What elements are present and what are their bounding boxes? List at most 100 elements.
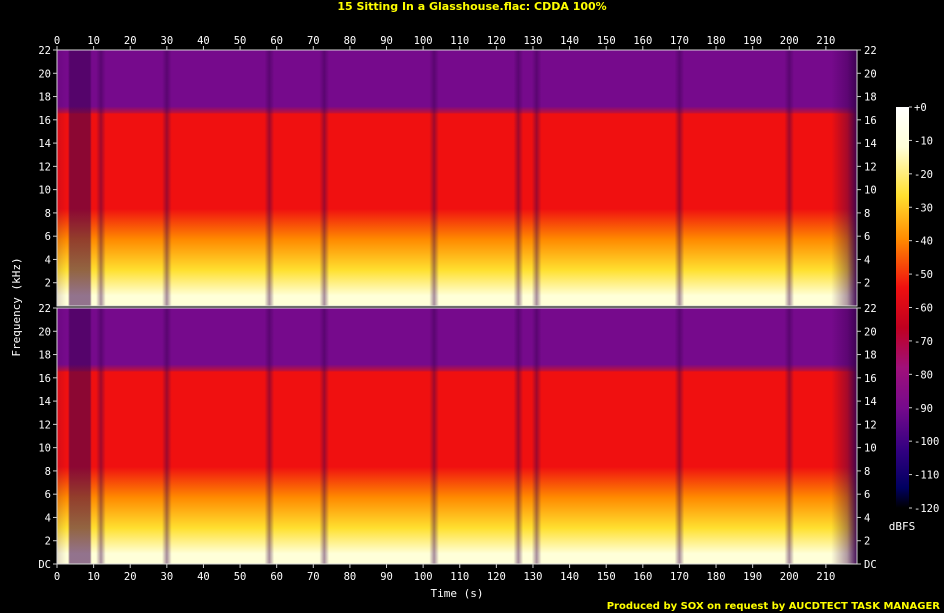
x-tick-label-bottom: 20 (124, 571, 137, 583)
colorbar-tick-label: -60 (914, 303, 933, 315)
x-tick-label-bottom: 160 (633, 571, 652, 583)
x-tick-label-top: 190 (743, 35, 762, 47)
colorbar-tick-label: -70 (914, 336, 933, 348)
y-tick-label-right: 16 (864, 373, 877, 385)
y-tick-label-right: 10 (864, 185, 877, 197)
x-tick-label-top: 50 (234, 35, 247, 47)
x-tick-label-bottom: 170 (670, 571, 689, 583)
y-tick-label-right: 4 (864, 512, 870, 524)
x-tick-label-top: 70 (307, 35, 320, 47)
y-tick-label-right: 2 (864, 536, 870, 548)
colorbar-tick-label: -10 (914, 135, 933, 147)
x-tick-label-top: 210 (816, 35, 835, 47)
x-tick-label-bottom: 0 (54, 571, 60, 583)
x-tick-label-top: 160 (633, 35, 652, 47)
y-tick-label-left: 8 (45, 466, 51, 478)
y-tick-label-left: 8 (45, 208, 51, 220)
y-tick-label-left: 10 (38, 443, 51, 455)
x-tick-label-bottom: 80 (344, 571, 357, 583)
y-tick-label-left: 14 (38, 396, 51, 408)
x-tick-label-bottom: 200 (780, 571, 799, 583)
colorbar-tick-label: -90 (914, 403, 933, 415)
y-tick-label-right: 22 (864, 45, 877, 57)
x-tick-label-bottom: 90 (380, 571, 393, 583)
y-tick-label-left: 20 (38, 68, 51, 80)
x-tick-label-top: 0 (54, 35, 60, 47)
y-tick-label-right: 10 (864, 443, 877, 455)
x-tick-label-top: 100 (414, 35, 433, 47)
y-tick-label-left: 12 (38, 419, 51, 431)
y-tick-label-left: 12 (38, 161, 51, 173)
x-tick-label-bottom: 140 (560, 571, 579, 583)
y-tick-label-right: 2 (864, 278, 870, 290)
y-tick-label-left: 4 (45, 512, 51, 524)
x-tick-label-top: 140 (560, 35, 579, 47)
x-tick-label-top: 170 (670, 35, 689, 47)
colorbar-tick-label: +0 (914, 102, 927, 114)
y-tick-label-left: 16 (38, 115, 51, 127)
x-tick-label-top: 80 (344, 35, 357, 47)
x-tick-label-bottom: 110 (450, 571, 469, 583)
credit-text: Produced by SOX on request by AUCDTECT T… (606, 601, 940, 612)
x-tick-label-bottom: 210 (816, 571, 835, 583)
y-tick-label-right: 14 (864, 396, 877, 408)
y-tick-label-right: 4 (864, 254, 870, 266)
y-tick-label-left: 14 (38, 138, 51, 150)
x-tick-label-top: 180 (707, 35, 726, 47)
x-tick-label-top: 60 (270, 35, 283, 47)
colorbar-tick-label: -110 (914, 470, 939, 482)
y-tick-label-left: 2 (45, 536, 51, 548)
colorbar-tick-label: -80 (914, 369, 933, 381)
y-tick-label-right: 16 (864, 115, 877, 127)
y-axis-label: Frequency (kHz) (10, 257, 23, 356)
x-tick-label-bottom: 70 (307, 571, 320, 583)
x-tick-label-bottom: 50 (234, 571, 247, 583)
x-tick-label-bottom: 60 (270, 571, 283, 583)
y-tick-label-left: 22 (38, 45, 51, 57)
y-tick-label-left: 6 (45, 231, 51, 243)
y-tick-label-right: 8 (864, 466, 870, 478)
x-tick-label-top: 120 (487, 35, 506, 47)
y-tick-label-right: 6 (864, 489, 870, 501)
colorbar-label: dBFS (889, 520, 916, 533)
x-tick-label-top: 10 (87, 35, 100, 47)
x-tick-label-top: 130 (523, 35, 542, 47)
x-tick-label-bottom: 30 (161, 571, 174, 583)
y-tick-label-right: DC (864, 559, 877, 571)
x-tick-label-bottom: 40 (197, 571, 210, 583)
x-tick-label-bottom: 130 (523, 571, 542, 583)
x-tick-label-bottom: 180 (707, 571, 726, 583)
y-tick-label-right: 18 (864, 92, 877, 104)
y-tick-label-right: 12 (864, 161, 877, 173)
colorbar-tick-label: -30 (914, 202, 933, 214)
x-tick-label-bottom: 10 (87, 571, 100, 583)
colorbar-tick-label: -40 (914, 236, 933, 248)
y-tick-label-right: 20 (864, 326, 877, 338)
y-tick-label-left: 18 (38, 92, 51, 104)
colorbar-tick-label: -50 (914, 269, 933, 281)
y-tick-label-left: 2 (45, 278, 51, 290)
y-tick-label-right: 20 (864, 68, 877, 80)
y-tick-label-left: 4 (45, 254, 51, 266)
colorbar-tick-label: -120 (914, 503, 939, 515)
x-tick-label-bottom: 120 (487, 571, 506, 583)
y-tick-label-right: 12 (864, 419, 877, 431)
x-axis-label: Time (s) (431, 587, 484, 600)
x-tick-label-bottom: 150 (597, 571, 616, 583)
chart-title: 15 Sitting In a Glasshouse.flac: CDDA 10… (337, 0, 607, 13)
y-tick-label-left: 18 (38, 350, 51, 362)
y-tick-label-right: 8 (864, 208, 870, 220)
x-tick-label-top: 40 (197, 35, 210, 47)
y-tick-label-left: DC (38, 559, 51, 571)
x-tick-label-top: 150 (597, 35, 616, 47)
x-tick-label-bottom: 100 (414, 571, 433, 583)
y-tick-label-right: 18 (864, 350, 877, 362)
y-tick-label-left: 22 (38, 303, 51, 315)
dropout-overlay-right (57, 308, 857, 564)
x-tick-label-top: 20 (124, 35, 137, 47)
colorbar (896, 107, 909, 508)
colorbar-tick-label: -100 (914, 436, 939, 448)
y-tick-label-left: 6 (45, 489, 51, 501)
x-tick-label-bottom: 190 (743, 571, 762, 583)
